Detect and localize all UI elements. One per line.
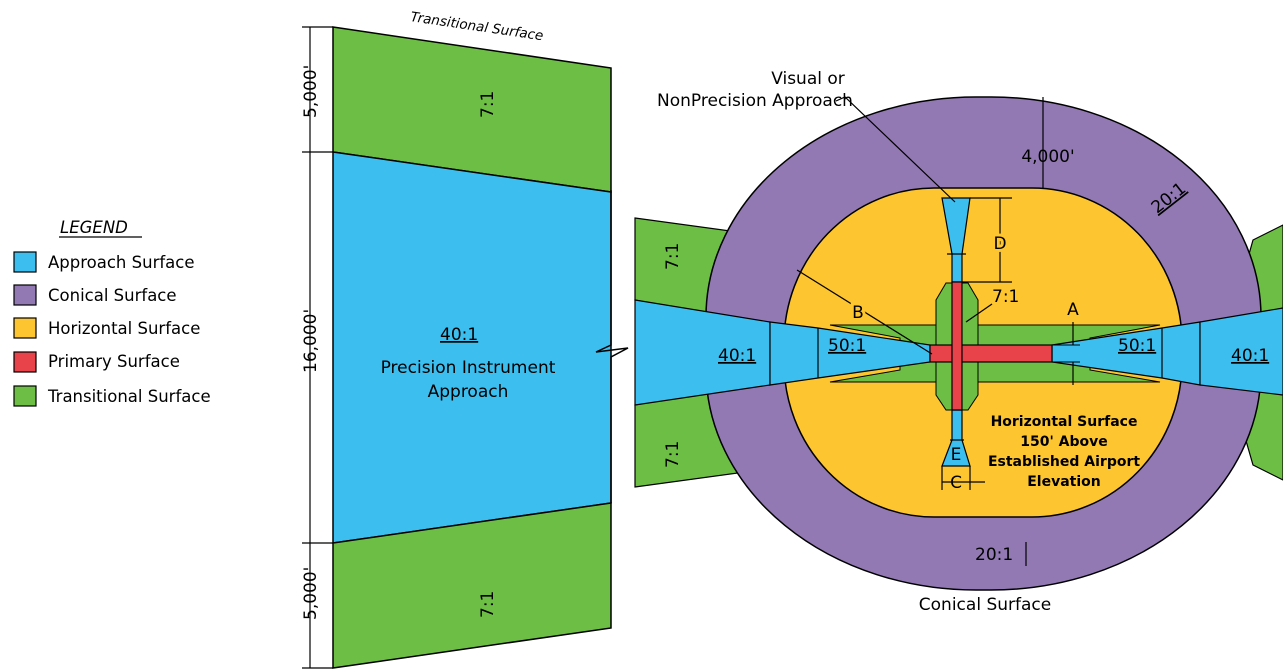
legend-label-conical: Conical Surface (48, 286, 177, 305)
horizontal-note-2: 150' Above (1020, 434, 1107, 450)
conical-width-label: 4,000' (1021, 147, 1074, 167)
dim-label-bottom: 5,000' (301, 567, 321, 620)
transitional-surface-bottom (332, 502, 612, 669)
dim-d-label: D (993, 234, 1006, 254)
visual-label-2: NonPrecision Approach (657, 91, 853, 111)
legend-label-primary: Primary Surface (48, 352, 180, 371)
legend-label-horizontal: Horizontal Surface (48, 319, 200, 338)
precision-approach-surface (332, 151, 612, 544)
legend-label-approach: Approach Surface (48, 253, 195, 272)
approach-right-outer (1199, 307, 1283, 396)
dim-b-label: B (852, 303, 864, 323)
approach-right-outer-label: 40:1 (1231, 346, 1269, 366)
visual-leader (835, 96, 956, 203)
horizontal-note-3: Established Airport (988, 454, 1140, 470)
slope-label-bottom: 7:1 (478, 591, 498, 618)
break-line (595, 190, 629, 503)
transitional-surface-title: Transitional Surface (409, 9, 544, 44)
legend-label-transitional: Transitional Surface (47, 387, 211, 406)
conical-slope-bottom: 20:1 (975, 545, 1013, 565)
legend-swatch-conical (13, 284, 37, 306)
dim-a-label: A (1067, 300, 1079, 320)
slope-label-top: 7:1 (478, 91, 498, 118)
primary-surface-v (951, 281, 963, 411)
precision-approach-panel: Transitional Surface 5,000' 16,000' 5,00… (301, 9, 629, 669)
plan-view: Visual or NonPrecision Approach 4,000' 2… (634, 69, 1283, 615)
precision-approach-label-2: Approach (428, 382, 509, 402)
horizontal-note-1: Horizontal Surface (991, 414, 1138, 430)
slope-label-center: 40:1 (440, 325, 478, 345)
dim-e-label: E (951, 445, 962, 465)
conical-surface-title: Conical Surface (919, 595, 1051, 615)
transitional-slope-leader (965, 303, 993, 323)
approach-left-inner-label: 50:1 (828, 336, 866, 356)
legend-swatch-primary (13, 351, 37, 373)
horizontal-note-4: Elevation (1027, 474, 1101, 490)
visual-label-1: Visual or (771, 69, 845, 89)
legend-swatch-approach (13, 251, 37, 273)
approach-left-outer-label: 40:1 (718, 346, 756, 366)
dim-label-top: 5,000' (301, 65, 321, 118)
legend-swatch-horizontal (13, 317, 37, 339)
primary-surface-h (929, 344, 1053, 363)
left-transitional-slope-bottom: 7:1 (663, 441, 683, 468)
dim-b-leader (796, 269, 933, 355)
dim-label-middle: 16,000' (301, 309, 321, 373)
legend: LEGEND Approach Surface Conical Surface … (13, 218, 211, 407)
approach-right-inner-label: 50:1 (1118, 336, 1156, 356)
legend-title: LEGEND (60, 218, 128, 237)
dim-c-label: C (950, 473, 962, 493)
precision-approach-label-1: Precision Instrument (381, 358, 556, 378)
left-transitional-slope-top: 7:1 (663, 243, 683, 270)
transitional-slope-label: 7:1 (992, 287, 1019, 307)
legend-swatch-transitional (13, 385, 37, 407)
